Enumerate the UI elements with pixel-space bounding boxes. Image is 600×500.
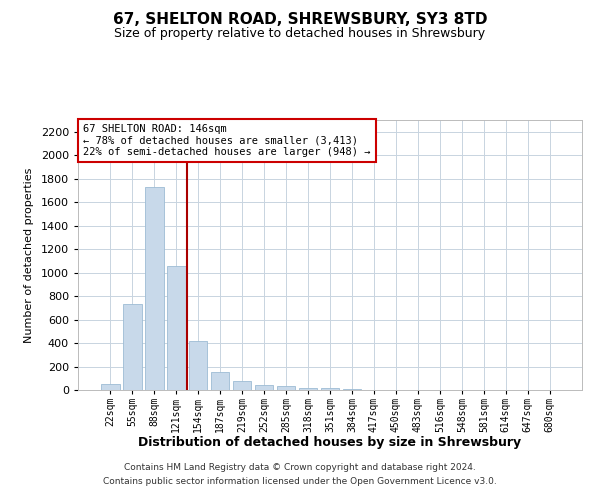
- Text: Contains HM Land Registry data © Crown copyright and database right 2024.: Contains HM Land Registry data © Crown c…: [124, 464, 476, 472]
- Bar: [167, 266, 185, 390]
- Bar: [277, 386, 295, 390]
- Bar: [320, 388, 340, 390]
- Text: 67, SHELTON ROAD, SHREWSBURY, SY3 8TD: 67, SHELTON ROAD, SHREWSBURY, SY3 8TD: [113, 12, 487, 28]
- Text: Distribution of detached houses by size in Shrewsbury: Distribution of detached houses by size …: [139, 436, 521, 449]
- Bar: [211, 372, 229, 390]
- Bar: [299, 388, 317, 390]
- Bar: [123, 304, 142, 390]
- Bar: [145, 187, 164, 390]
- Text: Contains public sector information licensed under the Open Government Licence v3: Contains public sector information licen…: [103, 477, 497, 486]
- Text: Size of property relative to detached houses in Shrewsbury: Size of property relative to detached ho…: [115, 28, 485, 40]
- Bar: [101, 384, 119, 390]
- Text: 67 SHELTON ROAD: 146sqm
← 78% of detached houses are smaller (3,413)
22% of semi: 67 SHELTON ROAD: 146sqm ← 78% of detache…: [83, 124, 371, 157]
- Y-axis label: Number of detached properties: Number of detached properties: [24, 168, 34, 342]
- Bar: [189, 342, 208, 390]
- Bar: [233, 381, 251, 390]
- Bar: [255, 384, 274, 390]
